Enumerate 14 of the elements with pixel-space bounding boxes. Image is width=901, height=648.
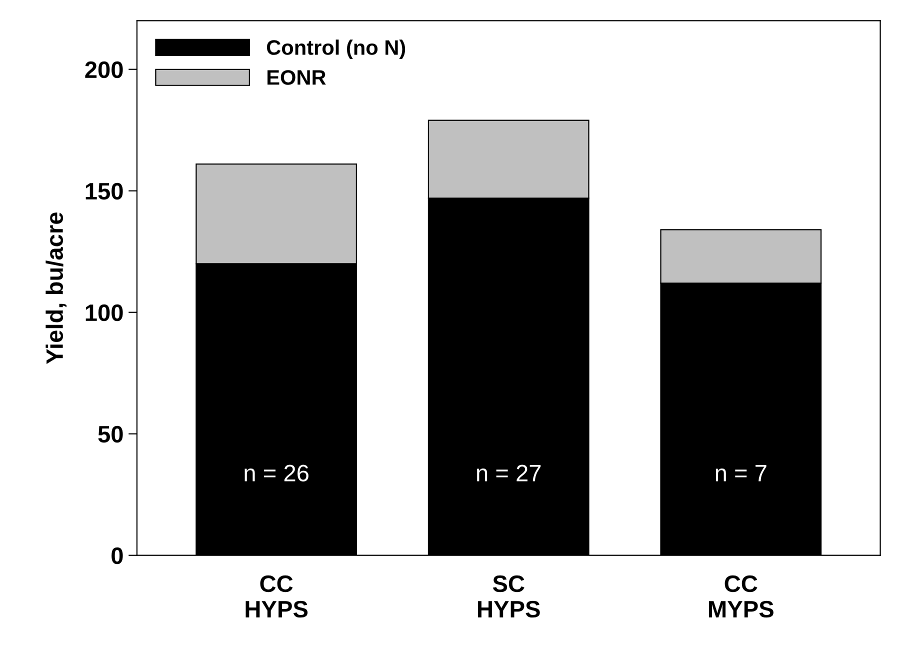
x-tick-label: SC HYPS xyxy=(478,575,540,618)
annotation: n = 7 xyxy=(716,465,766,482)
y-tick-label: 200 xyxy=(85,61,123,78)
legend-label: EONR xyxy=(268,70,326,85)
x-tick-label: CC MYPS xyxy=(709,575,774,618)
x-tick-label: CC HYPS xyxy=(246,575,308,618)
y-tick-label: 50 xyxy=(98,426,123,443)
annotation: n = 26 xyxy=(244,464,308,482)
y-tick-label: 0 xyxy=(112,547,123,564)
y-tick-label: 100 xyxy=(86,304,123,322)
y-tick-label: 150 xyxy=(86,182,123,200)
y-axis-title: Yield, bu/acre xyxy=(46,212,66,364)
annotation: n = 27 xyxy=(477,464,541,482)
legend-label: Control (no N) xyxy=(266,40,406,60)
